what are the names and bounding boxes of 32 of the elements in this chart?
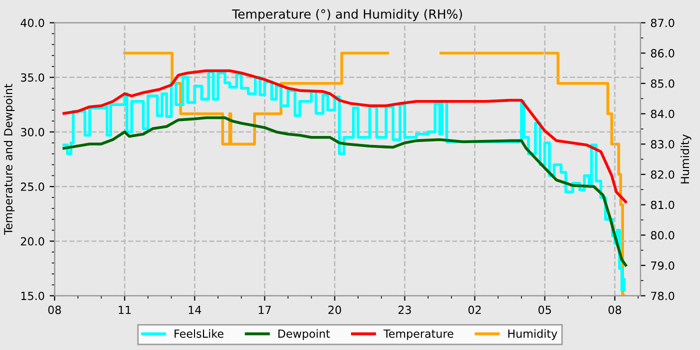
x-tick-label: 23 — [398, 306, 411, 314]
y-tick-label: 20.0 — [20, 237, 44, 246]
y-tick-label: 30.0 — [20, 128, 44, 136]
y2-axis-title: Humidity — [680, 134, 692, 184]
y-tick-label: 15.0 — [21, 292, 44, 300]
x-tick-label: 14 — [188, 306, 202, 314]
x-tick-label: 11 — [118, 306, 131, 314]
x-tick-label: 20 — [328, 306, 342, 314]
y2-tick-label: 84.0 — [650, 110, 674, 118]
y2-tick-label: 86.0 — [650, 49, 674, 58]
y-tick-label: 35.0 — [20, 73, 44, 82]
y2-tick-label: 82.0 — [650, 170, 674, 179]
chart-title: Temperature (°) and Humidity (RH%) — [232, 9, 462, 22]
legend-label: Temperature — [383, 330, 454, 340]
y-tick-label: 40.0 — [20, 18, 44, 28]
x-tick-label: 17 — [258, 306, 271, 314]
legend-label: Humidity — [508, 329, 558, 340]
y2-tick-label: 85.0 — [650, 79, 674, 88]
x-tick-label: 02 — [468, 306, 481, 314]
y2-tick-label: 78.0 — [651, 292, 674, 300]
x-tick-label: 08 — [608, 306, 622, 314]
y2-tick-label: 87.0 — [650, 18, 674, 28]
y2-tick-label: 80.0 — [650, 231, 674, 240]
legend-label: Dewpoint — [278, 329, 330, 340]
x-tick-label: 05 — [538, 306, 551, 314]
x-tick-label: 08 — [48, 306, 61, 314]
y2-tick-label: 83.0 — [650, 140, 674, 148]
legend-label: FeelsLike — [174, 329, 224, 338]
y-axis-title: Temperature and Dewpoint — [4, 84, 15, 235]
y2-tick-label: 79.0 — [651, 261, 674, 270]
y2-tick-label: 81.0 — [650, 200, 674, 210]
y-tick-label: 25.0 — [20, 182, 44, 191]
